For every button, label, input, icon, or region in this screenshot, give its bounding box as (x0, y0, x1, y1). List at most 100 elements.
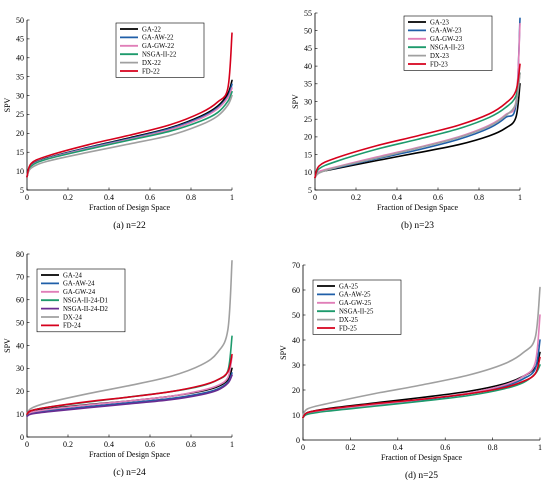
x-tick-label: 0.4 (104, 193, 114, 202)
series-line-ga-gw-24 (26, 356, 233, 417)
y-tick-label: 50 (16, 318, 24, 327)
x-tick-label: 0.6 (440, 443, 450, 452)
series-line-ga-aw-24 (26, 372, 233, 417)
legend-box (312, 279, 402, 335)
x-tick-label: 1 (230, 440, 234, 449)
x-axis-label: Fraction of Design Space (89, 450, 171, 459)
series-line-ga-23 (314, 83, 521, 179)
y-tick-label: 70 (16, 273, 24, 282)
x-tick-label: 0.6 (433, 193, 443, 202)
y-tick-label: 10 (292, 411, 300, 420)
y-tick-label: 10 (16, 410, 24, 419)
x-tick-label: 0.2 (351, 193, 361, 202)
legend-entry: DX-25 (339, 317, 358, 324)
y-tick-label: 45 (304, 44, 312, 53)
x-tick-label: 0 (301, 443, 305, 452)
legend-entry: NSGA-II-23 (430, 45, 465, 52)
series-line-ga-gw-22 (26, 87, 233, 178)
x-tick-label: 0 (25, 193, 29, 202)
x-axis-label: Fraction of Design Space (381, 453, 463, 462)
x-tick-label: 0.8 (488, 443, 498, 452)
chart-svg-b: 5 10 15 20 25 30 35 40 45 50 55 0 0.2 0.4 0.6 0.8 1 Fract… (291, 9, 522, 231)
x-tick-label: 0 (313, 193, 317, 202)
chart-panel-c: 0 10 20 30 40 50 60 70 80 0 0.2 0.4 0.6 0.8 1 Fraction … (0, 240, 275, 481)
y-tick-label: 50 (292, 311, 300, 320)
x-tick-label: 0.8 (474, 193, 484, 202)
y-tick-label: 40 (292, 336, 300, 345)
chart-caption-c: (c) n=24 (113, 467, 146, 478)
chart-caption-b: (b) n=23 (401, 220, 434, 231)
series-line-fd-23 (314, 63, 521, 179)
y-tick-label: 30 (16, 91, 24, 100)
x-tick-label: 0.8 (186, 193, 196, 202)
y-tick-label: 20 (304, 133, 312, 142)
series-line-fd-24 (26, 353, 233, 415)
x-tick-label: 0.4 (392, 193, 402, 202)
x-tick-label: 0.6 (145, 193, 155, 202)
y-tick-label: 20 (292, 386, 300, 395)
y-tick-label: 70 (292, 261, 300, 270)
series-line-nsga-ii-24-d2 (26, 374, 233, 418)
y-tick-label: 40 (16, 54, 24, 63)
legend-entry: GA-AW-22 (142, 35, 174, 42)
series-line-ga-aw-25 (302, 339, 541, 419)
chart-panel-b: 5 10 15 20 25 30 35 40 45 50 55 0 0.2 0.4 0.6 0.8 1 Fract… (275, 0, 550, 240)
y-tick-label: 55 (304, 9, 312, 18)
y-tick-label: 10 (304, 168, 312, 177)
legend-entry: DX-24 (63, 314, 82, 321)
y-tick-label: 25 (16, 110, 24, 119)
series-line-ga-aw-22 (26, 83, 233, 178)
legend-box (403, 15, 493, 71)
series-line-nsga-ii-23 (314, 72, 521, 179)
legend-entry: NSGA-II-24-D1 (63, 298, 108, 305)
chart-panel-a: 5 10 15 20 25 30 35 40 45 50 0 0.2 0.4 0.6 0.8 1 Fractio… (0, 0, 275, 240)
x-tick-label: 0.4 (104, 440, 114, 449)
x-tick-label: 1 (518, 193, 522, 202)
legend-entry: GA-24 (63, 272, 82, 279)
legend-entry: DX-23 (430, 53, 449, 60)
series-line-fd-25 (302, 356, 541, 419)
y-tick-label: 40 (304, 62, 312, 71)
legend-entry: DX-22 (142, 60, 161, 67)
y-axis-label: SPV (3, 338, 12, 353)
y-tick-label: 5 (308, 186, 312, 195)
y-tick-label: 30 (16, 364, 24, 373)
y-tick-label: 30 (292, 361, 300, 370)
series-line-dx-22 (26, 94, 233, 178)
y-tick-label: 15 (16, 148, 24, 157)
legend-entry: GA-AW-24 (63, 281, 95, 288)
y-tick-label: 35 (16, 72, 24, 81)
legend-entry: GA-23 (430, 19, 449, 26)
legend-entry: FD-23 (430, 61, 448, 68)
series-line-dx-25 (302, 286, 541, 416)
chart-svg-a: 5 10 15 20 25 30 35 40 45 50 0 0.2 0.4 0.6 0.8 1 Fractio… (3, 16, 234, 231)
legend-entry: GA-25 (339, 283, 358, 290)
x-tick-label: 0.6 (145, 440, 155, 449)
y-tick-label: 10 (16, 167, 24, 176)
series-line-nsga-ii-22 (26, 90, 233, 178)
legend-entry: GA-AW-23 (430, 28, 462, 35)
y-tick-label: 25 (304, 115, 312, 124)
y-tick-label: 80 (16, 250, 24, 259)
y-tick-label: 40 (16, 341, 24, 350)
chart-caption-d: (d) n=25 (405, 470, 438, 481)
chart-svg-c: 0 10 20 30 40 50 60 70 80 0 0.2 0.4 0.6 0.8 1 Fraction … (3, 250, 234, 478)
x-tick-label: 1 (230, 193, 234, 202)
x-tick-label: 1 (538, 443, 542, 452)
series-line-dx-24 (26, 260, 233, 415)
y-tick-label: 35 (304, 80, 312, 89)
y-tick-label: 0 (20, 433, 24, 442)
x-tick-label: 0.8 (186, 440, 196, 449)
x-axis-label: Fraction of Design Space (89, 203, 171, 212)
y-tick-label: 50 (304, 27, 312, 36)
y-tick-label: 50 (16, 16, 24, 25)
series-line-fd-22 (26, 32, 233, 178)
legend-entry: GA-GW-22 (142, 43, 175, 50)
y-tick-label: 0 (296, 436, 300, 445)
x-tick-label: 0.4 (393, 443, 403, 452)
legend-entry: FD-24 (63, 323, 81, 330)
